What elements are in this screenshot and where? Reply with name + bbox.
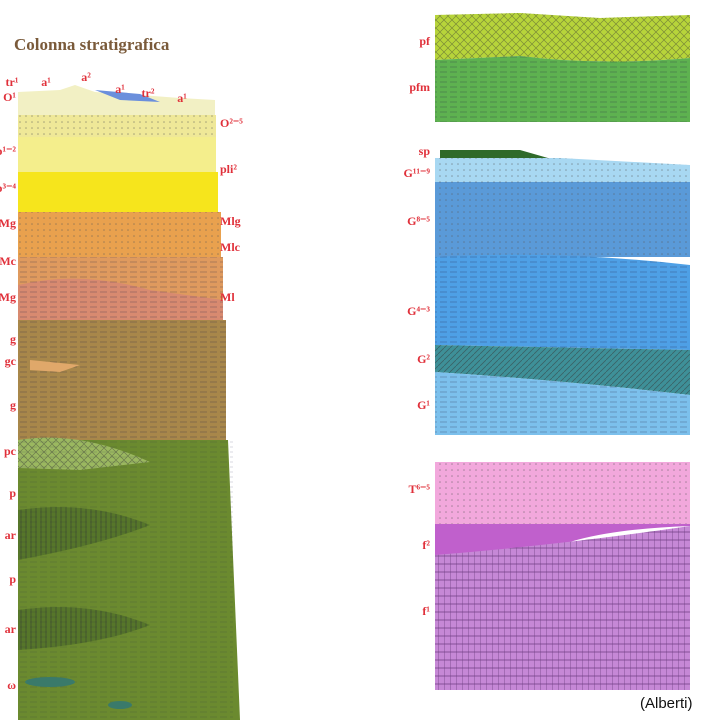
left-label: p	[9, 572, 16, 586]
block-label: G¹¹⁻⁹	[404, 166, 431, 180]
left-label: Mg	[0, 216, 16, 230]
right-label: Mlc	[220, 240, 241, 254]
block-label: pfm	[409, 80, 430, 94]
block-label: G¹	[417, 398, 430, 412]
title: Colonna stratigrafica	[14, 35, 170, 54]
right-top-block	[435, 13, 690, 122]
block-label: f¹	[422, 604, 430, 618]
right-label: Ml	[220, 290, 235, 304]
left-label: g	[10, 398, 16, 412]
left-label: g	[10, 332, 16, 346]
top-label: tr²	[142, 86, 155, 100]
left-label: O¹	[3, 90, 16, 104]
left-label: p¹⁻²	[0, 144, 16, 158]
block-label: G⁴⁻³	[407, 304, 430, 318]
block-label: G⁸⁻⁵	[407, 214, 430, 228]
top-label: a¹	[177, 91, 187, 105]
left-label: ar	[5, 528, 17, 542]
left-label: Mc	[0, 254, 17, 268]
stratigraphy-figure: Colonna stratigrafica	[0, 0, 713, 727]
block-label: T⁶⁻⁵	[408, 482, 430, 496]
left-label: Mg	[0, 290, 16, 304]
left-label: ω	[7, 678, 16, 692]
left-column	[18, 85, 240, 720]
left-label: gc	[5, 354, 17, 368]
top-label: tr¹	[6, 75, 19, 89]
block-label: pf	[419, 34, 431, 48]
block-label: f²	[422, 538, 430, 552]
block-label: sp	[419, 144, 431, 158]
top-label: a¹	[41, 75, 51, 89]
top-label: a¹	[115, 82, 125, 96]
credit: (Alberti)	[640, 695, 693, 712]
right-middle-block	[435, 150, 690, 435]
left-label: p³⁻⁴	[0, 181, 16, 195]
left-label: pc	[4, 444, 17, 458]
top-label: a²	[81, 70, 91, 84]
right-label: O²⁻⁵	[220, 116, 243, 130]
left-label: p	[9, 486, 16, 500]
right-label: Mlg	[220, 214, 241, 228]
block-label: G²	[417, 352, 430, 366]
right-label: pli²	[220, 162, 237, 176]
right-bottom-block	[435, 462, 690, 690]
left-label: ar	[5, 622, 17, 636]
